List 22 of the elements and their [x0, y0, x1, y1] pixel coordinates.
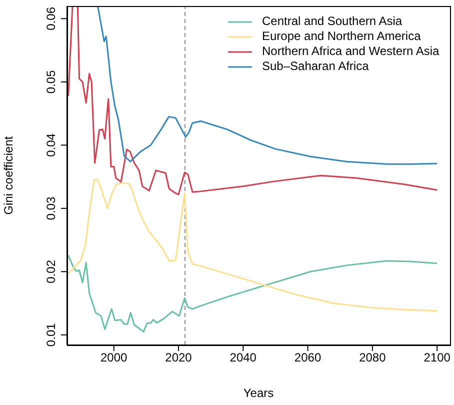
x-tick-label: 2080	[359, 350, 386, 365]
y-tick-label: 0.02	[44, 260, 58, 284]
legend-label: Northern Africa and Western Asia	[262, 44, 440, 59]
x-axis-title: Years	[243, 386, 274, 400]
line-series	[68, 179, 438, 312]
legend-label: Europe and Northern America	[262, 29, 421, 44]
x-tick-label: 2100	[424, 350, 451, 365]
y-tick-label: 0.04	[44, 133, 58, 157]
legend-label: Sub–Saharan Africa	[262, 59, 369, 74]
x-tick-label: 2000	[100, 350, 128, 365]
x-tick-label: 2040	[230, 350, 257, 365]
y-tick-label: 0.06	[44, 6, 58, 30]
y-tick-label: 0.03	[44, 196, 58, 220]
y-tick-label: 0.05	[44, 70, 58, 94]
x-tick-label: 2020	[165, 350, 192, 365]
legend-label: Central and Southern Asia	[262, 14, 402, 29]
y-tick-label: 0.01	[44, 322, 58, 347]
x-tick-label: 2060	[294, 350, 322, 365]
line-series	[68, 6, 438, 196]
line-series	[96, 6, 438, 165]
y-axis-title: Gini coefficient	[1, 136, 16, 215]
line-series	[68, 254, 438, 332]
